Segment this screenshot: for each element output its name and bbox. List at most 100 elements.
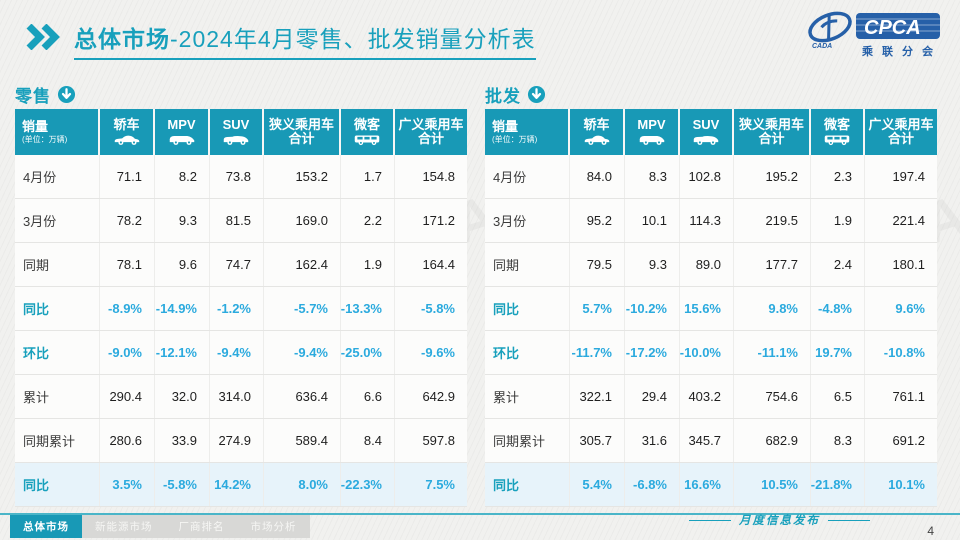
table-row: 4月份 71.1 8.2 73.8 153.2 1.7 154.8 (15, 155, 467, 199)
cell-value: 1.9 (811, 199, 865, 242)
row-label: 同期累计 (485, 419, 570, 462)
cell-value: 171.2 (422, 213, 455, 228)
cell-value: 597.8 (422, 433, 455, 448)
cell-value: -10.0% (680, 331, 734, 374)
wholesale-title-label: 批发 (485, 86, 521, 106)
table-row: 同比 5.7% -10.2% 15.6% 9.8% -4.8% 9.6% (485, 287, 937, 331)
cell-value: 78.2 (100, 199, 155, 242)
cell-value: 102.8 (680, 155, 734, 198)
cell-value: 589.4 (264, 419, 341, 462)
column-header: 轿车 (570, 109, 625, 155)
table-row: 同期 79.5 9.3 89.0 177.7 2.4 180.1 (485, 243, 937, 287)
table-row: 同比 3.5% -5.8% 14.2% 8.0% -22.3% 7.5% (15, 463, 467, 507)
cpca-logo: CADA CPCA 乘联分会 (804, 10, 944, 65)
table-row: 3月份 78.2 9.3 81.5 169.0 2.2 171.2 (15, 199, 467, 243)
cell-value: 153.2 (264, 155, 341, 198)
retail-section-title: 零售 (15, 82, 467, 106)
row-label: 同比 (485, 463, 570, 506)
table-row: 环比 -9.0% -12.1% -9.4% -9.4% -25.0% -9.6% (15, 331, 467, 375)
cell-value: 6.5 (811, 375, 865, 418)
cell-value: 2.3 (811, 155, 865, 198)
cell-value: 197.4 (892, 169, 925, 184)
tab-nev-market[interactable]: 新能源市场 (95, 521, 153, 533)
column-header: 狭义乘用车 合计 (734, 109, 811, 155)
release-caption: 月度信息发布 (689, 512, 870, 528)
row-label: 4月份 (15, 155, 100, 198)
cell-value: -11.1% (734, 331, 811, 374)
footer-tab-bar: 总体市场 新能源市场 厂商排名 市场分析 (10, 515, 310, 538)
table-row: 累计 322.1 29.4 403.2 754.6 6.5 761.1 (485, 375, 937, 419)
column-header: MPV (625, 109, 680, 155)
cell-value: -22.3% (341, 463, 395, 506)
row-label: 同比 (15, 287, 100, 330)
tab-oem-ranking[interactable]: 厂商排名 (178, 521, 225, 533)
cell-value: 682.9 (734, 419, 811, 462)
page-title-rest: -2024年4月零售、批发销量分析表 (170, 26, 536, 52)
cell-value: 177.7 (734, 243, 811, 286)
release-label: 月度信息发布 (739, 515, 820, 527)
table-row: 环比 -11.7% -17.2% -10.0% -11.1% 19.7% -10.8% (485, 331, 937, 375)
logo-cpca-text: CPCA (864, 17, 921, 39)
cell-value: 73.8 (210, 155, 264, 198)
cell-value: 219.5 (734, 199, 811, 242)
cell-value: 290.4 (100, 375, 155, 418)
cell-value: 8.0% (264, 463, 341, 506)
cell-value: 691.2 (892, 433, 925, 448)
cell-value: 8.2 (155, 155, 210, 198)
mpv-icon (168, 133, 196, 146)
row-label: 累计 (15, 375, 100, 418)
column-header: 广义乘用车 合计 (395, 109, 467, 155)
cell-value: -9.6% (421, 345, 455, 360)
caption-line-left (689, 519, 731, 521)
cell-value: 16.6% (680, 463, 734, 506)
suv-icon (692, 133, 720, 146)
cell-value: 8.3 (625, 155, 680, 198)
cell-value: 180.1 (892, 257, 925, 272)
table-header-row: 销量 (单位：万辆) 轿车 MPV SUV 狭义乘用车 合计 微客 广义乘用车 合计 (485, 109, 937, 155)
cell-value: 403.2 (680, 375, 734, 418)
wholesale-section: 批发 销量 (单位：万辆) 轿车 MPV SUV 狭义乘用车 合计 微客 广义乘用车 合计 4月份 8… (485, 82, 937, 507)
column-header: SUV (210, 109, 264, 155)
row-label: 同比 (485, 287, 570, 330)
tab-overall-market[interactable]: 总体市场 (10, 515, 82, 538)
cell-value: 10.5% (734, 463, 811, 506)
cell-value: 71.1 (100, 155, 155, 198)
cell-value: 9.6 (155, 243, 210, 286)
cell-value: 19.7% (811, 331, 865, 374)
cell-value: 9.3 (625, 243, 680, 286)
page-number: 4 (927, 524, 934, 538)
cell-value: 74.7 (210, 243, 264, 286)
row-label: 同期 (15, 243, 100, 286)
table-row: 同期 78.1 9.6 74.7 162.4 1.9 164.4 (15, 243, 467, 287)
column-header: 轿车 (100, 109, 155, 155)
page-title: 总体市场-2024年4月零售、批发销量分析表 (74, 20, 536, 60)
cell-value: -1.2% (210, 287, 264, 330)
cell-value: -13.3% (341, 287, 395, 330)
cell-value: 33.9 (155, 419, 210, 462)
logo-cada-text: CADA (812, 43, 832, 50)
row-label: 累计 (485, 375, 570, 418)
column-header: SUV (680, 109, 734, 155)
cell-value: 8.4 (341, 419, 395, 462)
mpv-icon (638, 133, 666, 146)
cell-value: 31.6 (625, 419, 680, 462)
cell-value: -21.8% (811, 463, 865, 506)
column-header: 销量 (单位：万辆) (485, 109, 570, 155)
column-header: 微客 (341, 109, 395, 155)
cell-value: 10.1 (625, 199, 680, 242)
cell-value: -5.8% (155, 463, 210, 506)
sedan-icon (113, 133, 141, 146)
table-row: 同期累计 280.6 33.9 274.9 589.4 8.4 597.8 (15, 419, 467, 463)
down-arrow-circle-icon (57, 85, 76, 103)
table-row: 累计 290.4 32.0 314.0 636.4 6.6 642.9 (15, 375, 467, 419)
cell-value: -14.9% (155, 287, 210, 330)
tab-market-analysis[interactable]: 市场分析 (250, 521, 297, 533)
cell-value: -12.1% (155, 331, 210, 374)
column-header: MPV (155, 109, 210, 155)
cell-value: 84.0 (570, 155, 625, 198)
cell-value: -9.4% (210, 331, 264, 374)
cell-value: 32.0 (155, 375, 210, 418)
cell-value: -5.8% (421, 301, 455, 316)
row-label: 环比 (485, 331, 570, 374)
cell-value: -10.8% (883, 345, 925, 360)
